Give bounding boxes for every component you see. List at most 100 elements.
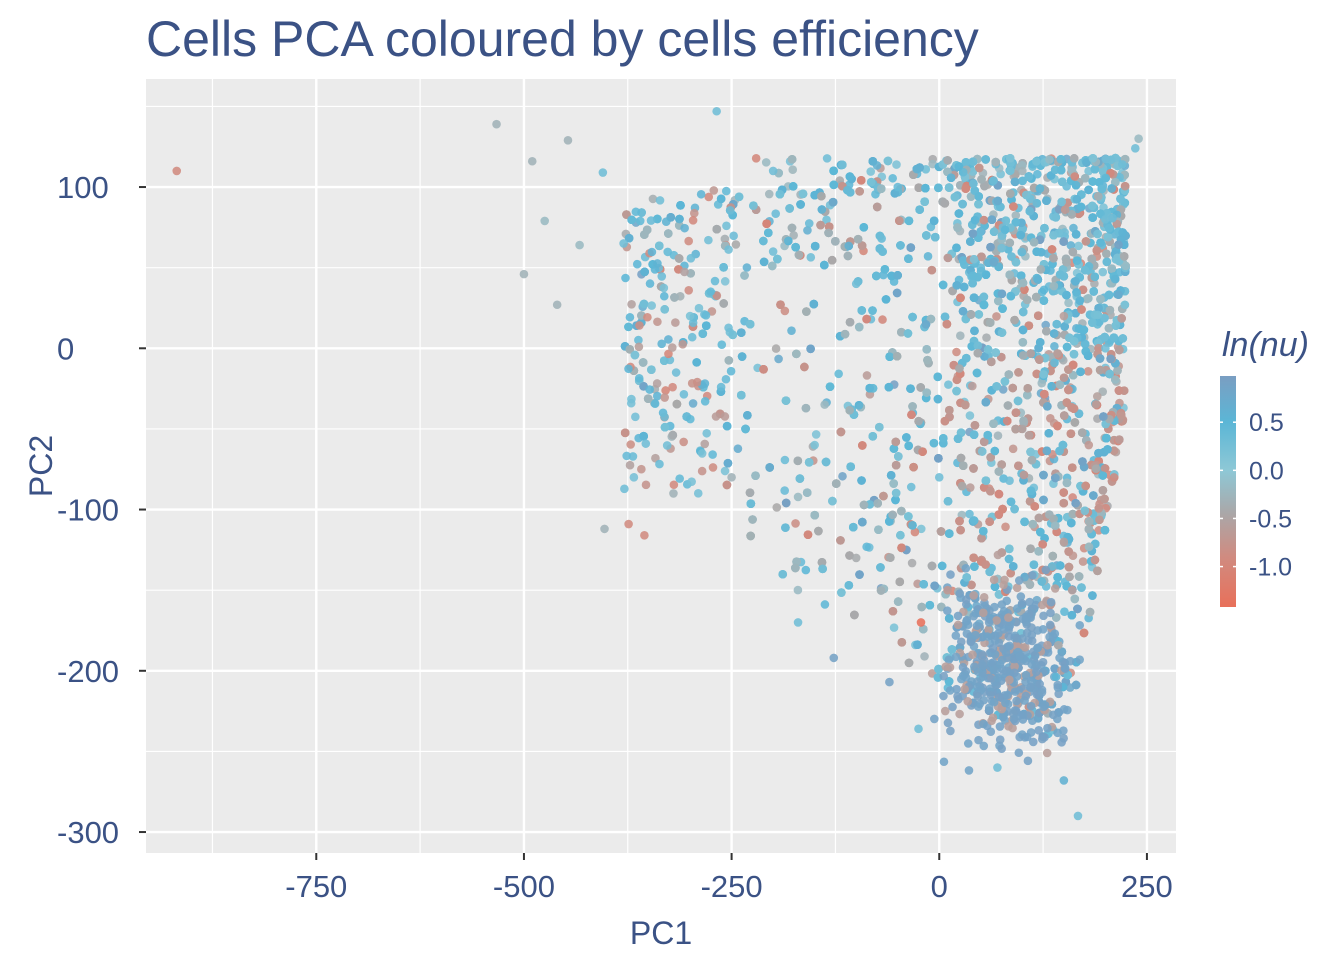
data-point — [1043, 402, 1052, 411]
data-point — [645, 279, 655, 288]
data-point — [694, 303, 704, 313]
data-point — [921, 320, 931, 329]
data-point — [907, 410, 916, 420]
data-point — [973, 348, 983, 358]
data-point — [1114, 435, 1124, 444]
data-point — [939, 691, 948, 701]
data-point — [724, 356, 734, 365]
data-point — [803, 530, 813, 539]
data-point — [1113, 366, 1122, 375]
data-point — [985, 517, 994, 526]
data-point — [1056, 165, 1066, 175]
data-point — [1090, 164, 1100, 174]
data-point — [1075, 620, 1085, 630]
data-point — [1118, 228, 1127, 237]
data-point — [940, 416, 950, 426]
data-point — [876, 563, 885, 572]
data-point — [1095, 515, 1104, 525]
data-point-listed — [851, 279, 861, 289]
data-point — [751, 471, 760, 480]
data-point — [1021, 691, 1031, 701]
data-point — [961, 157, 971, 167]
data-point — [933, 394, 943, 404]
data-point — [1095, 354, 1105, 363]
data-point — [906, 482, 916, 492]
data-point-listed — [712, 106, 721, 116]
data-point-listed — [916, 618, 926, 627]
data-point — [1039, 470, 1048, 480]
data-point — [886, 471, 896, 480]
data-point — [1010, 504, 1019, 514]
data-point — [943, 496, 953, 506]
data-point — [1120, 181, 1130, 191]
data-point — [910, 527, 920, 537]
data-point — [1094, 504, 1104, 513]
data-point — [1057, 197, 1067, 207]
data-point — [1008, 562, 1018, 571]
data-point — [1066, 429, 1076, 438]
data-point — [862, 371, 872, 380]
data-point — [1025, 206, 1035, 216]
data-point — [984, 625, 993, 634]
data-point — [988, 658, 998, 667]
data-point — [631, 412, 640, 422]
data-point — [961, 184, 970, 193]
data-point — [968, 278, 977, 288]
data-point — [700, 397, 710, 406]
data-point — [625, 312, 635, 322]
data-point-listed — [984, 618, 994, 627]
data-point — [1059, 237, 1068, 246]
data-point — [1034, 725, 1044, 735]
data-point — [968, 271, 978, 281]
data-point — [704, 192, 714, 202]
data-point — [1114, 386, 1124, 395]
data-point — [1014, 461, 1023, 471]
data-point — [1054, 205, 1064, 214]
data-point — [1016, 592, 1026, 601]
data-point-listed — [1101, 343, 1110, 353]
data-point — [912, 164, 922, 174]
data-point — [1078, 285, 1088, 295]
data-point-listed — [1018, 166, 1027, 176]
data-point — [1071, 180, 1081, 190]
data-point — [829, 166, 838, 176]
data-point — [845, 317, 855, 327]
data-point — [843, 185, 852, 195]
data-point — [1029, 560, 1039, 569]
data-point — [891, 488, 901, 498]
data-point — [646, 216, 656, 225]
data-point — [1025, 597, 1034, 607]
data-point — [1119, 252, 1129, 261]
data-point — [872, 202, 882, 212]
data-point — [688, 216, 698, 225]
data-point — [1097, 184, 1107, 194]
data-point — [1053, 573, 1062, 582]
data-point — [881, 295, 891, 304]
data-point — [980, 352, 989, 361]
data-point — [1104, 290, 1114, 300]
data-point — [788, 165, 798, 175]
data-point — [989, 257, 999, 267]
data-point — [970, 562, 979, 571]
data-point — [660, 305, 670, 314]
data-point — [1102, 433, 1111, 443]
data-point-listed — [1001, 666, 1011, 676]
data-point — [977, 533, 986, 543]
data-point — [997, 243, 1006, 253]
data-point — [953, 620, 963, 630]
data-point — [885, 517, 894, 526]
data-point — [999, 606, 1009, 616]
data-point — [1093, 566, 1102, 576]
data-point — [824, 228, 833, 238]
data-point — [700, 379, 710, 388]
data-point — [1091, 399, 1101, 409]
data-point — [743, 411, 752, 420]
data-point — [895, 216, 904, 226]
data-point — [946, 726, 955, 736]
data-point — [1035, 355, 1044, 364]
data-point — [794, 250, 804, 260]
data-point — [737, 352, 747, 361]
data-point — [954, 162, 964, 171]
data-point — [954, 209, 964, 218]
data-point — [1059, 411, 1069, 420]
